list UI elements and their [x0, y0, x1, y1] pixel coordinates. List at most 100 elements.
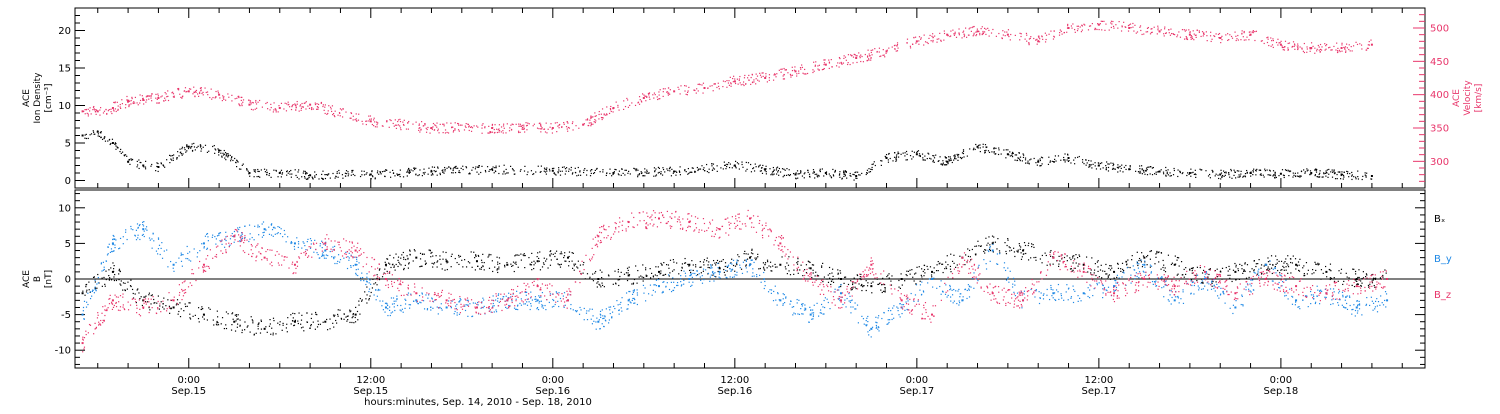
ion-density-sample [679, 170, 680, 171]
ion-density-point [1068, 157, 1070, 159]
ion-density-sample [1348, 176, 1349, 177]
velocity-sample [222, 95, 223, 96]
bx-sample [1019, 243, 1020, 244]
velocity-sample [297, 101, 298, 102]
velocity-sample [590, 122, 591, 123]
ion-density-sample [155, 170, 156, 171]
bx-sample [398, 257, 399, 258]
ion-density-sample [129, 164, 130, 165]
bx-sample [531, 262, 532, 263]
by-sample [692, 282, 693, 283]
velocity-sample [775, 76, 776, 77]
velocity-sample [1277, 44, 1278, 45]
ion-density-sample [226, 155, 227, 156]
ion-density-sample [1332, 172, 1333, 173]
bx-sample [1281, 261, 1282, 262]
bx-sample [1217, 269, 1218, 270]
bx-sample [996, 248, 997, 249]
bx-sample [88, 282, 89, 283]
by-sample [730, 276, 731, 277]
ion-density-sample [177, 157, 178, 158]
velocity-sample [429, 133, 430, 134]
ion-density-sample [1251, 173, 1252, 174]
bx-sample [826, 278, 827, 279]
ion-density-sample [392, 170, 393, 171]
bx-sample [403, 257, 404, 258]
bx-sample [521, 260, 522, 261]
by-sample [662, 292, 663, 293]
velocity-sample [534, 124, 535, 125]
ion-density-sample [446, 168, 447, 169]
velocity-sample [1139, 27, 1140, 28]
bx-sample [635, 265, 636, 266]
ion-density-point [112, 142, 114, 144]
ion-density-sample [338, 170, 339, 171]
velocity-sample [906, 42, 907, 43]
ion-density-sample [1366, 173, 1367, 174]
bx-sample [198, 307, 199, 308]
ion-density-sample [453, 168, 454, 169]
velocity-sample [434, 124, 435, 125]
bx-sample [993, 236, 994, 237]
velocity-sample [783, 78, 784, 79]
ion-density-sample [432, 173, 433, 174]
velocity-sample [714, 83, 715, 84]
bx-sample [572, 268, 573, 269]
bx-sample [353, 314, 354, 315]
by-sample [1145, 275, 1146, 276]
bx-sample [988, 236, 989, 237]
velocity-sample [688, 90, 689, 91]
by-sample [98, 277, 99, 278]
velocity-sample [99, 109, 100, 110]
velocity-sample [841, 62, 842, 63]
bx-sample [497, 262, 498, 263]
bx-sample [1281, 269, 1282, 270]
bx-sample [608, 275, 609, 276]
velocity-sample [1151, 28, 1152, 29]
bx-sample [1261, 273, 1262, 274]
ion-density-sample [1154, 173, 1155, 174]
ion-density-sample [1141, 165, 1142, 166]
ion-density-sample [985, 144, 986, 145]
bx-sample [113, 276, 114, 277]
bx-sample [946, 268, 947, 269]
bx-point [779, 264, 781, 266]
velocity-sample [278, 105, 279, 106]
ion-density-sample [759, 165, 760, 166]
ion-density-sample [1358, 178, 1359, 179]
by-sample [484, 306, 485, 307]
velocity-sample [872, 49, 873, 50]
bottom-plot-area [82, 210, 1388, 353]
bx-sample [250, 331, 251, 332]
bx-sample [809, 267, 810, 268]
by-sample [263, 221, 264, 222]
ion-density-sample [1268, 174, 1269, 175]
velocity-sample [546, 123, 547, 124]
ion-density-sample [569, 168, 570, 169]
velocity-sample [293, 104, 294, 105]
bx-sample [815, 275, 816, 276]
velocity-sample [1115, 24, 1116, 25]
velocity-sample [324, 110, 325, 111]
bx-sample [1209, 269, 1210, 270]
bx-sample [225, 324, 226, 325]
ion-density-sample [442, 171, 443, 172]
bx-sample [120, 271, 121, 272]
bx-sample [326, 319, 327, 320]
velocity-sample [288, 102, 289, 103]
ion-density-sample [314, 171, 315, 172]
ion-density-sample [196, 147, 197, 148]
bx-sample [388, 263, 389, 264]
ion-density-sample [1139, 168, 1140, 169]
velocity-sample [368, 116, 369, 117]
ion-density-sample [1284, 177, 1285, 178]
velocity-sample [928, 43, 929, 44]
bx-sample [882, 278, 883, 279]
bx-sample [852, 284, 853, 285]
bx-sample [310, 325, 311, 326]
ion-density-sample [1239, 176, 1240, 177]
bx-sample [1137, 252, 1138, 253]
ion-density-sample [327, 175, 328, 176]
ion-density-sample [277, 176, 278, 177]
velocity-sample [716, 87, 717, 88]
